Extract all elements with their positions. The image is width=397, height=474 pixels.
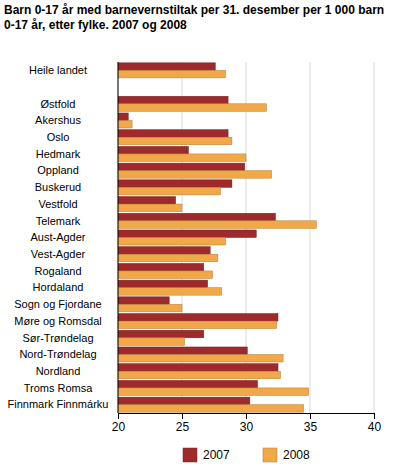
bar bbox=[118, 304, 182, 312]
legend: 2007 2008 bbox=[183, 448, 310, 462]
bar bbox=[118, 221, 316, 229]
tick-mark bbox=[310, 413, 311, 419]
bar bbox=[118, 146, 188, 154]
bar bbox=[118, 355, 283, 363]
tick: 40 bbox=[368, 413, 382, 434]
bar bbox=[118, 247, 210, 255]
category-label: Møre og Romsdal bbox=[14, 315, 101, 327]
bar bbox=[118, 104, 266, 112]
bars bbox=[118, 63, 316, 412]
bar bbox=[118, 405, 304, 413]
bar bbox=[118, 238, 226, 246]
grid-line bbox=[374, 62, 375, 413]
bar bbox=[118, 388, 309, 396]
bar bbox=[118, 154, 246, 162]
bar bbox=[118, 121, 132, 129]
tick: 35 bbox=[304, 413, 318, 434]
grid bbox=[118, 62, 374, 413]
bar bbox=[118, 197, 176, 205]
tick-label: 40 bbox=[368, 420, 382, 434]
x-axis: 20 25 30 35 40 bbox=[112, 413, 382, 434]
bar bbox=[118, 230, 256, 238]
title: Barn 0-17 år med barnevernstiltak per 31… bbox=[4, 3, 384, 32]
bar bbox=[118, 288, 222, 296]
category-label: Nord-Trøndelag bbox=[19, 348, 96, 360]
tick-label: 30 bbox=[240, 420, 254, 434]
bar bbox=[118, 371, 281, 379]
legend-label: 2008 bbox=[283, 448, 310, 462]
category-label: Telemark bbox=[36, 215, 81, 227]
category-label: Aust-Agder bbox=[30, 231, 85, 243]
chart: Barn 0-17 år med barnevernstiltak per 31… bbox=[0, 0, 397, 474]
bar bbox=[118, 130, 228, 138]
bar bbox=[118, 280, 208, 288]
bar bbox=[118, 297, 169, 305]
category-label: Sogn og Fjordane bbox=[14, 298, 101, 310]
bar bbox=[118, 171, 272, 179]
tick: 20 bbox=[112, 413, 126, 434]
bar bbox=[118, 204, 182, 212]
tick: 25 bbox=[176, 413, 190, 434]
legend-swatch bbox=[263, 448, 277, 462]
category-label: Troms Romsa bbox=[24, 382, 94, 394]
bar bbox=[118, 380, 258, 388]
bar bbox=[118, 254, 218, 262]
bar bbox=[118, 314, 278, 322]
bar bbox=[118, 180, 232, 188]
bar bbox=[118, 397, 250, 405]
category-label: Vest-Agder bbox=[31, 248, 86, 260]
category-label: Østfold bbox=[41, 98, 76, 110]
tick-label: 35 bbox=[304, 420, 318, 434]
category-label: Vestfold bbox=[38, 198, 77, 210]
category-labels: Heile landet Østfold Akershus Oslo Hedmark Op… bbox=[8, 64, 109, 410]
category-label: Hedmark bbox=[36, 148, 81, 160]
category-label: Oppland bbox=[37, 164, 79, 176]
grid-line bbox=[310, 62, 311, 413]
bar bbox=[118, 263, 204, 271]
category-label: Buskerud bbox=[35, 181, 81, 193]
grid-line bbox=[118, 62, 119, 413]
tick-label: 25 bbox=[176, 420, 190, 434]
category-label: Finnmark Finnmárku bbox=[8, 398, 109, 410]
bar bbox=[118, 137, 232, 145]
tick: 30 bbox=[240, 413, 254, 434]
bar bbox=[118, 113, 128, 121]
tick-mark bbox=[374, 413, 375, 419]
tick-mark bbox=[246, 413, 247, 419]
category-label: Nordland bbox=[36, 365, 81, 377]
bar bbox=[118, 271, 213, 279]
y-axis-line bbox=[118, 62, 119, 413]
tick-label: 20 bbox=[112, 420, 126, 434]
title-line: 0-17 år, etter fylke. 2007 og 2008 bbox=[4, 18, 187, 32]
bar bbox=[118, 338, 185, 346]
title-line: Barn 0-17 år med barnevernstiltak per 31… bbox=[4, 3, 384, 17]
legend-label: 2007 bbox=[203, 448, 230, 462]
category-label: Oslo bbox=[47, 131, 70, 143]
bar bbox=[118, 213, 275, 221]
bar bbox=[118, 163, 245, 171]
bar bbox=[118, 364, 278, 372]
legend-swatch bbox=[183, 448, 197, 462]
bar bbox=[118, 63, 215, 71]
tick-mark bbox=[118, 413, 119, 419]
bar bbox=[118, 330, 204, 338]
bar bbox=[118, 187, 220, 195]
bar bbox=[118, 96, 228, 104]
bar bbox=[118, 347, 247, 355]
category-label: Heile landet bbox=[29, 64, 87, 76]
bar bbox=[118, 321, 277, 329]
category-label: Sør-Trøndelag bbox=[22, 332, 93, 344]
category-label: Hordaland bbox=[33, 281, 84, 293]
category-label: Akershus bbox=[35, 114, 81, 126]
tick-mark bbox=[182, 413, 183, 419]
bar bbox=[118, 70, 226, 78]
category-label: Rogaland bbox=[34, 265, 81, 277]
